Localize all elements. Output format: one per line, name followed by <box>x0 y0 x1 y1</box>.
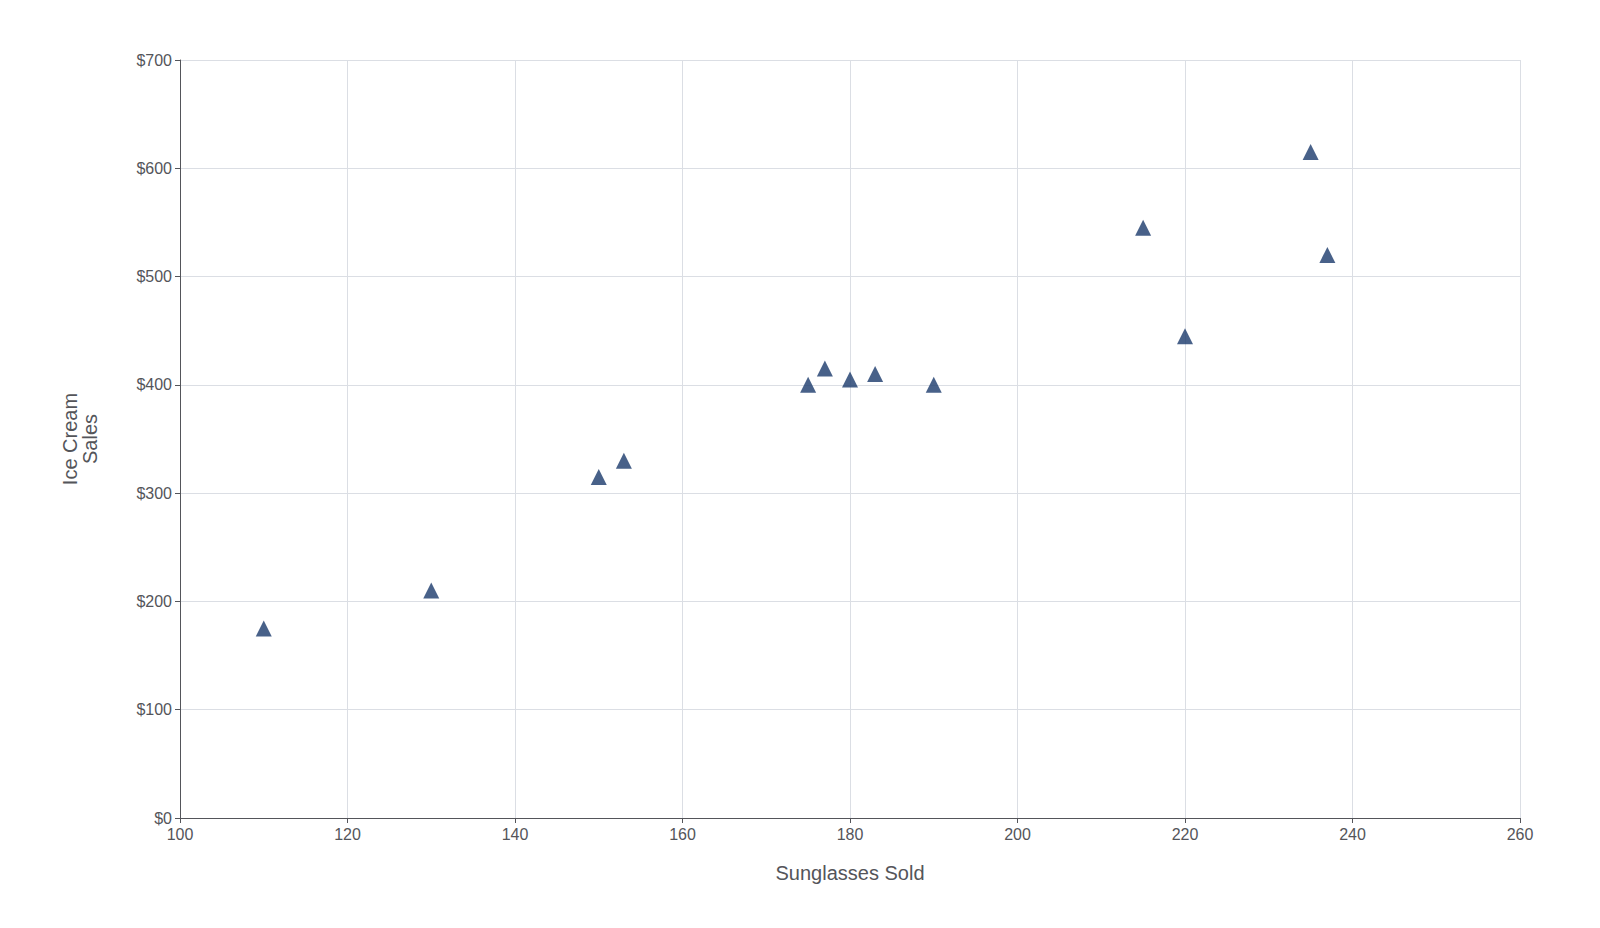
svg-text:100: 100 <box>167 826 194 843</box>
svg-text:220: 220 <box>1172 826 1199 843</box>
svg-text:$500: $500 <box>136 268 172 285</box>
svg-text:$300: $300 <box>136 485 172 502</box>
svg-text:$700: $700 <box>136 52 172 69</box>
svg-text:Sunglasses Sold: Sunglasses Sold <box>776 862 925 884</box>
svg-text:$100: $100 <box>136 701 172 718</box>
svg-text:Ice Cream: Ice Cream <box>59 393 81 485</box>
svg-text:Sales: Sales <box>79 414 101 464</box>
svg-text:$200: $200 <box>136 593 172 610</box>
svg-text:180: 180 <box>837 826 864 843</box>
svg-text:140: 140 <box>502 826 529 843</box>
svg-text:$0: $0 <box>154 810 172 827</box>
svg-text:240: 240 <box>1339 826 1366 843</box>
svg-text:260: 260 <box>1507 826 1534 843</box>
svg-text:160: 160 <box>669 826 696 843</box>
svg-text:$600: $600 <box>136 160 172 177</box>
svg-text:120: 120 <box>334 826 361 843</box>
svg-text:200: 200 <box>1004 826 1031 843</box>
svg-text:$400: $400 <box>136 376 172 393</box>
